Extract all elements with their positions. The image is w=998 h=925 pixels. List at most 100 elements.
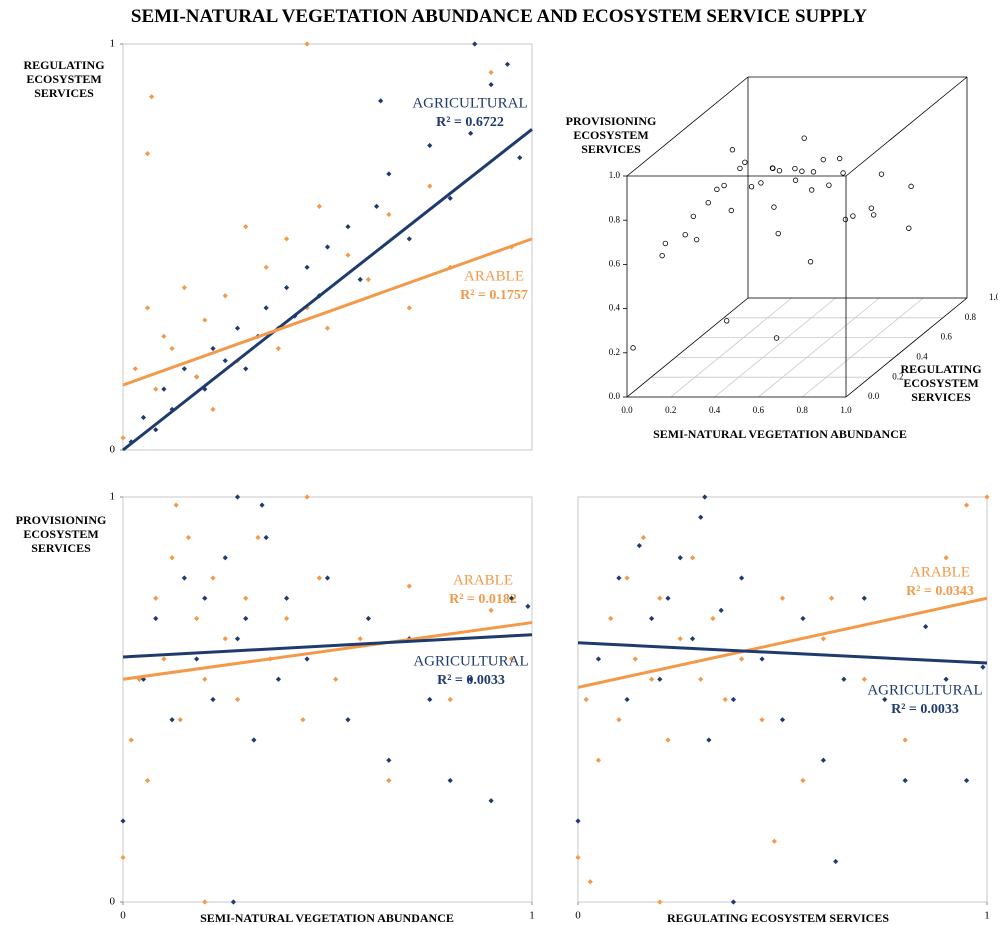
r2-label: R² = 0.6722 bbox=[436, 115, 504, 130]
point bbox=[488, 69, 494, 76]
point bbox=[169, 345, 175, 352]
point bbox=[300, 717, 306, 723]
point bbox=[234, 696, 241, 703]
point bbox=[173, 502, 179, 508]
point bbox=[210, 575, 216, 581]
point bbox=[132, 366, 138, 372]
point bbox=[739, 656, 745, 662]
point bbox=[185, 534, 192, 541]
point bbox=[902, 777, 908, 784]
point bbox=[729, 147, 736, 153]
z-tick-label: 0.8 bbox=[609, 214, 621, 224]
point bbox=[677, 555, 683, 561]
point bbox=[737, 165, 743, 172]
point bbox=[357, 636, 363, 642]
point bbox=[234, 325, 241, 331]
point bbox=[222, 293, 228, 299]
point bbox=[210, 406, 216, 412]
point bbox=[468, 130, 474, 136]
point bbox=[773, 335, 780, 341]
point bbox=[525, 603, 531, 609]
point bbox=[587, 879, 593, 885]
point bbox=[508, 595, 515, 601]
point bbox=[624, 696, 630, 703]
point bbox=[406, 305, 412, 311]
y-tick-label: 0.4 bbox=[916, 351, 928, 361]
x-tick-label: 1 bbox=[529, 910, 535, 922]
point bbox=[710, 615, 716, 622]
point bbox=[120, 818, 126, 824]
point bbox=[870, 212, 877, 218]
point bbox=[963, 502, 970, 508]
point bbox=[882, 696, 888, 703]
y-tick-label: 1 bbox=[110, 491, 116, 503]
point bbox=[243, 615, 249, 622]
trend-line bbox=[122, 633, 533, 659]
point bbox=[739, 575, 745, 581]
point bbox=[980, 664, 986, 670]
point bbox=[807, 259, 814, 265]
point bbox=[365, 615, 371, 622]
point bbox=[386, 777, 392, 784]
point bbox=[324, 325, 331, 331]
point bbox=[649, 676, 655, 682]
point bbox=[833, 858, 839, 865]
z-tick-label: 0.2 bbox=[609, 347, 620, 357]
point bbox=[662, 240, 669, 247]
point bbox=[153, 427, 159, 433]
y-axis-label: PROVISIONING ECOSYSTEM SERVICES bbox=[15, 513, 107, 555]
y-tick-label: 0.0 bbox=[868, 391, 880, 401]
point bbox=[161, 656, 167, 662]
series-name: AGRICULTURAL bbox=[413, 653, 528, 669]
y-tick-label: 1 bbox=[110, 38, 116, 50]
point bbox=[345, 224, 351, 230]
point bbox=[693, 236, 700, 243]
point bbox=[842, 216, 849, 223]
trend-line bbox=[122, 621, 533, 681]
point bbox=[304, 494, 310, 500]
plot-frame bbox=[577, 496, 988, 903]
x-tick-label: 0.0 bbox=[621, 405, 633, 415]
point bbox=[488, 607, 494, 613]
point bbox=[251, 737, 257, 743]
point bbox=[836, 155, 843, 162]
point bbox=[649, 615, 655, 622]
r2-label: R² = 0.1757 bbox=[460, 288, 528, 303]
point bbox=[169, 717, 175, 723]
point bbox=[575, 854, 581, 861]
point bbox=[222, 636, 228, 642]
point bbox=[689, 555, 696, 561]
y-tick-label: 1.0 bbox=[989, 292, 998, 302]
grid-line bbox=[758, 297, 880, 398]
point bbox=[472, 41, 478, 47]
point bbox=[810, 169, 817, 175]
point bbox=[140, 414, 147, 421]
point bbox=[255, 534, 261, 541]
point bbox=[284, 595, 290, 601]
point bbox=[304, 41, 310, 47]
point bbox=[230, 899, 237, 905]
point bbox=[304, 656, 310, 662]
y-tick-label: 0.2 bbox=[892, 371, 903, 381]
point bbox=[447, 195, 453, 201]
grid-line bbox=[801, 297, 924, 398]
point bbox=[820, 636, 826, 642]
y-tick-label: 0 bbox=[110, 896, 116, 908]
point bbox=[316, 203, 322, 209]
point bbox=[840, 170, 846, 176]
plot-frame bbox=[122, 496, 533, 903]
point bbox=[730, 899, 737, 905]
y-axis-label: REGULATING ECOSYSTEM SERVICES bbox=[900, 362, 982, 404]
point bbox=[690, 213, 697, 220]
point bbox=[324, 575, 331, 581]
point bbox=[758, 180, 764, 186]
point bbox=[144, 777, 151, 784]
point bbox=[861, 595, 867, 601]
point bbox=[828, 595, 835, 601]
point bbox=[120, 435, 126, 441]
point bbox=[748, 183, 755, 190]
point bbox=[447, 696, 453, 703]
r2-label: R² = 0.0033 bbox=[891, 702, 959, 717]
